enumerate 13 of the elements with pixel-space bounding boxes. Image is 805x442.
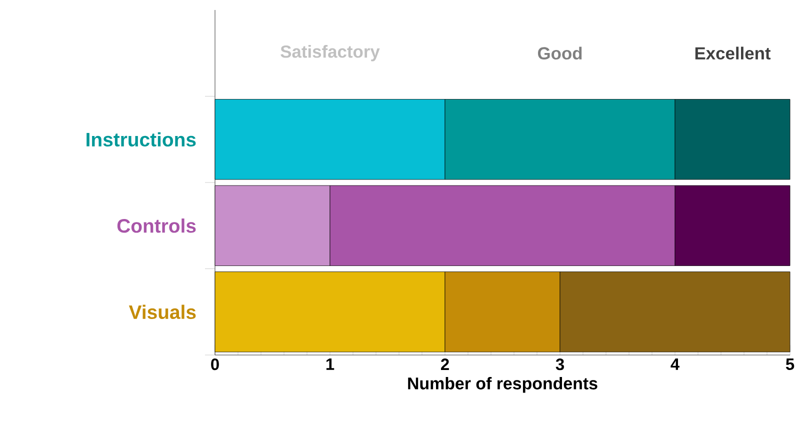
text: Satisfactory bbox=[280, 44, 380, 62]
y-tick-label: Instructions bbox=[86, 132, 196, 147]
x-tick-label: 3 bbox=[556, 358, 564, 370]
x-tick-label: 5 bbox=[786, 358, 794, 370]
x-tick-label: 2 bbox=[440, 358, 449, 370]
text: Excellent bbox=[695, 46, 771, 60]
x-tick-label: 1 bbox=[326, 358, 334, 370]
x-tick-label: 4 bbox=[670, 358, 680, 370]
text: Good bbox=[538, 46, 582, 60]
y-tick-label: Controls bbox=[117, 218, 196, 233]
x-tick-label: 0 bbox=[211, 358, 219, 370]
y-tick-label: Visuals bbox=[128, 304, 196, 320]
x-axis-title: Number of respondents bbox=[408, 377, 598, 393]
